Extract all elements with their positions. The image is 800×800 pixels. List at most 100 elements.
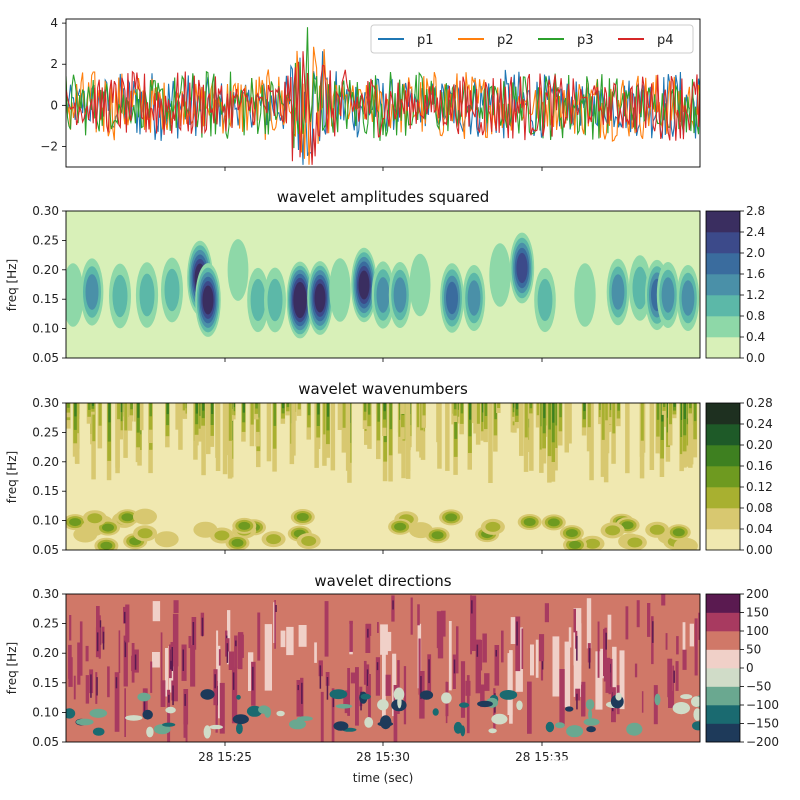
direction-streak-dark xyxy=(172,685,174,706)
amplitude-contour xyxy=(227,239,249,301)
direction-streak xyxy=(215,680,218,733)
wavenumber-streak xyxy=(564,403,569,453)
wavenumber-streak xyxy=(567,403,572,444)
direction-streak xyxy=(125,604,130,643)
wavenumber-streak xyxy=(175,403,180,430)
series-line-p4 xyxy=(66,51,700,165)
colorbar-tick-label: −200 xyxy=(746,735,779,749)
direction-streak xyxy=(355,667,359,726)
wavenumber-streak xyxy=(182,403,186,411)
heatmap2-x-tick-marks xyxy=(224,550,543,554)
wavenumber-streak xyxy=(548,403,551,430)
direction-blob xyxy=(125,715,143,721)
direction-blob xyxy=(377,721,394,727)
colorbar-swatch xyxy=(706,508,740,530)
wavenumber-blob xyxy=(523,518,536,526)
wavenumber-streak xyxy=(317,403,320,415)
wavenumber-blob xyxy=(154,531,179,548)
direction-streak xyxy=(544,603,549,623)
wavenumber-streak xyxy=(604,403,608,421)
direction-streak xyxy=(480,684,485,708)
direction-blob xyxy=(92,727,105,736)
wavenumber-streak xyxy=(117,403,121,420)
direction-blob xyxy=(615,692,622,701)
direction-streak xyxy=(123,635,128,687)
y-tick-label: 0.10 xyxy=(32,514,59,528)
direction-blob xyxy=(566,725,584,738)
direction-blob xyxy=(258,705,270,714)
wavenumber-streak xyxy=(603,403,609,483)
colorbar-tick-label: 0.12 xyxy=(746,480,773,494)
direction-streak xyxy=(231,667,238,724)
wavenumber-streak xyxy=(484,403,488,416)
legend: p1 p2 p3 p4 xyxy=(370,24,694,54)
direction-streak xyxy=(597,621,600,678)
heatmap3-field xyxy=(66,594,700,742)
wavenumber-streak xyxy=(383,403,386,412)
wavenumber-streak xyxy=(515,403,519,410)
wavenumber-streak xyxy=(108,403,111,423)
direction-streak xyxy=(79,621,83,676)
wavenumber-streak xyxy=(445,403,450,471)
colorbar-swatch xyxy=(706,424,740,446)
colorbar-tick-label: −50 xyxy=(746,680,771,694)
top-y-tick-label: 2 xyxy=(50,57,58,71)
wavenumber-streak xyxy=(460,403,464,414)
wavenumber-streak xyxy=(67,403,70,408)
direction-streak-dark xyxy=(326,677,329,700)
wavenumber-streak xyxy=(202,403,205,411)
direction-blob xyxy=(200,689,215,700)
direction-streak xyxy=(320,691,324,742)
wavenumber-blob xyxy=(445,513,458,522)
wavenumber-streak xyxy=(529,403,533,409)
direction-streak xyxy=(181,644,187,681)
direction-blob xyxy=(335,704,353,709)
wavenumber-blob xyxy=(87,513,103,524)
wavenumber-streak xyxy=(497,403,501,408)
direction-streak xyxy=(69,615,72,641)
amplitude-contour xyxy=(537,278,553,322)
colorbar-tick-label: 0.08 xyxy=(746,501,773,515)
direction-streak-dark xyxy=(420,676,422,700)
wavenumber-blob xyxy=(569,540,581,549)
direction-blob xyxy=(432,708,439,716)
colorbar-swatch xyxy=(706,705,740,724)
wavenumber-streak xyxy=(130,403,133,410)
colorbar-swatch xyxy=(706,337,740,359)
wavenumber-streak xyxy=(559,403,562,418)
direction-streak-dark xyxy=(143,693,146,716)
direction-streak-light xyxy=(382,652,386,726)
amplitude-contour xyxy=(393,277,407,313)
direction-streak xyxy=(241,634,244,658)
colorbar-swatch xyxy=(706,594,740,613)
colorbar-tick-label: 2.4 xyxy=(746,225,765,239)
heatmap3-title: wavelet directions xyxy=(314,572,451,590)
direction-streak-dark xyxy=(134,654,137,670)
direction-streak-dark xyxy=(184,694,186,706)
colorbar-tick-label: 0.24 xyxy=(746,417,773,431)
colorbar-tick-label: 150 xyxy=(746,606,769,620)
y-tick-label: 0.20 xyxy=(32,455,59,469)
amplitude-contour xyxy=(250,278,266,322)
direction-blob xyxy=(583,718,600,726)
wavenumber-blob xyxy=(485,521,501,532)
direction-streak xyxy=(475,639,481,694)
wavenumber-streak xyxy=(612,403,616,434)
wavenumber-streak xyxy=(625,403,630,474)
heatmap3-ylabel: freq [Hz] xyxy=(5,642,19,694)
direction-streak xyxy=(694,618,698,676)
direction-blob xyxy=(488,728,497,734)
y-tick-label: 0.25 xyxy=(32,617,59,631)
colorbar-tick-label: 0.4 xyxy=(746,330,765,344)
wavenumber-blob xyxy=(547,518,560,527)
colorbar-swatch xyxy=(706,253,740,275)
direction-streak-dark xyxy=(171,647,173,671)
colorbar-tick-label: 50 xyxy=(746,643,761,657)
direction-blob xyxy=(393,687,405,702)
direction-streak xyxy=(363,660,367,685)
x-tick-label: 28 15:35 xyxy=(515,750,569,764)
heatmap3-colorbar: 200 150 100 50 0 −50 −100 −150 −200 xyxy=(705,587,779,749)
wavenumber-streak xyxy=(519,403,524,456)
direction-streak-dark xyxy=(124,611,126,624)
